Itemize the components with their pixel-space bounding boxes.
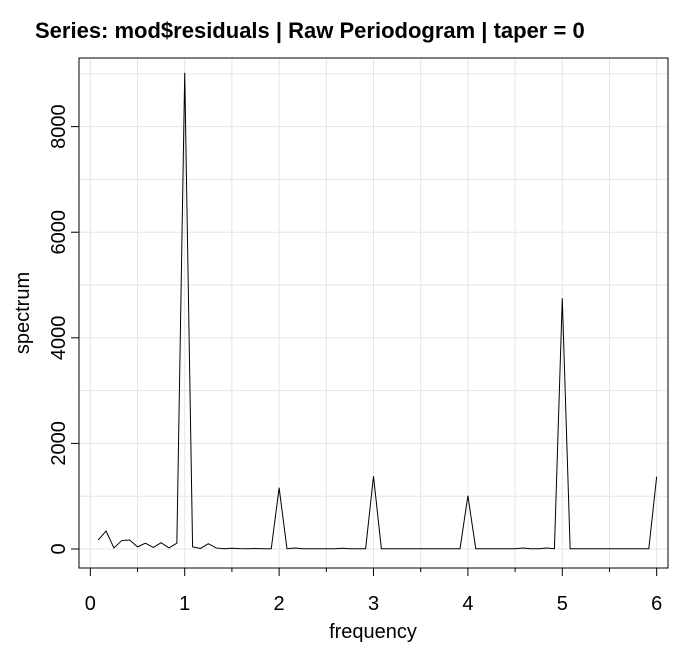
x-tick-label: 4	[462, 593, 473, 615]
chart-title: Series: mod$residuals | Raw Periodogram …	[35, 18, 585, 43]
x-axis-label: frequency	[329, 621, 417, 643]
x-tick-label: 6	[651, 593, 662, 615]
y-tick-label: 2000	[48, 421, 70, 466]
x-tick-label: 1	[179, 593, 190, 615]
spectrum-line	[97, 72, 658, 550]
y-axis-label: spectrum	[12, 272, 34, 354]
grid	[79, 58, 668, 568]
y-axis: 0 2000 4000 6000 8000	[48, 104, 79, 555]
y-tick-label: 6000	[48, 210, 70, 255]
x-tick-label: 2	[274, 593, 285, 615]
x-axis: 0 1 2 3 4 5 6	[85, 568, 662, 615]
x-tick-label: 3	[368, 593, 379, 615]
x-tick-label: 0	[85, 593, 96, 615]
y-tick-label: 0	[48, 543, 70, 554]
y-tick-label: 8000	[48, 104, 70, 149]
y-tick-label: 4000	[48, 316, 70, 361]
x-tick-label: 5	[557, 593, 568, 615]
